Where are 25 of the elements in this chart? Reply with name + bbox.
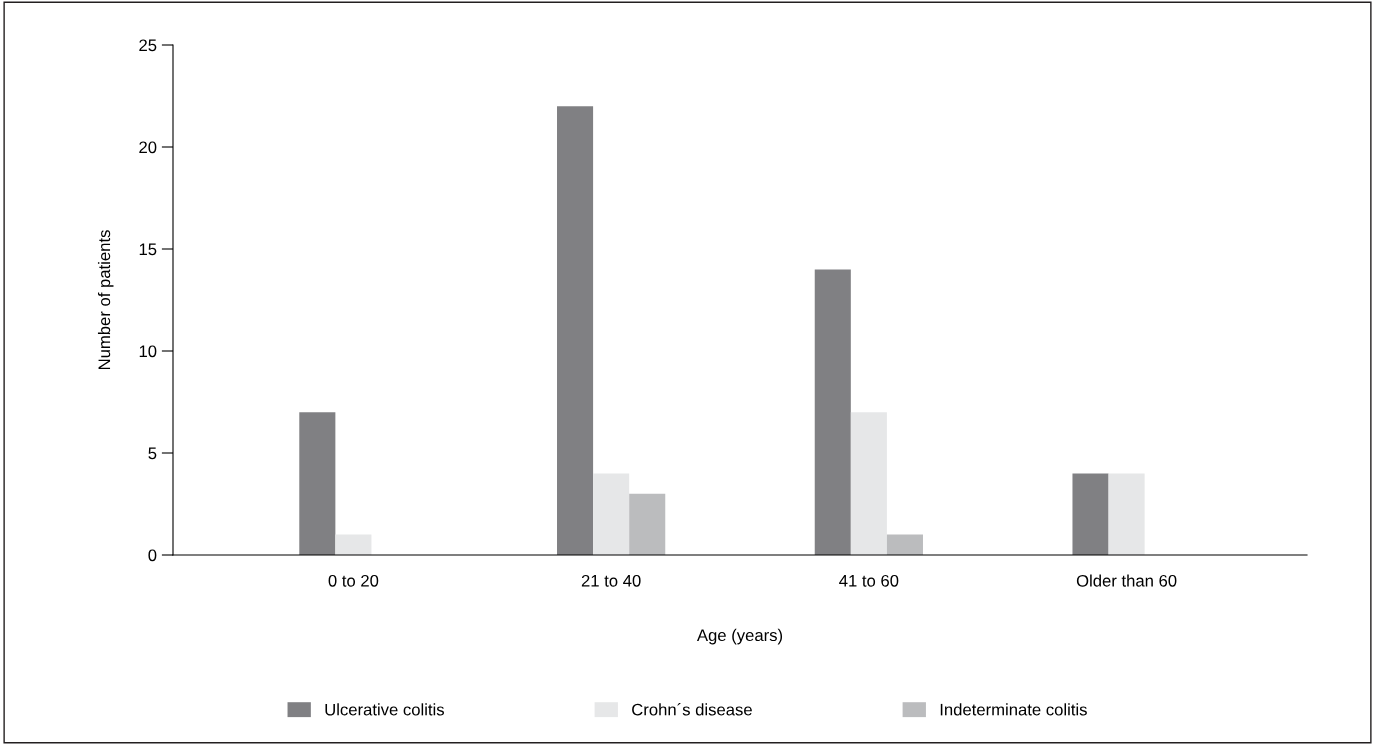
y-tick-label: 5 — [148, 447, 157, 460]
bar — [886, 534, 923, 555]
x-axis-title: Age (years) — [696, 628, 783, 645]
bar — [1108, 473, 1145, 555]
x-tick-label: 21 to 40 — [581, 574, 641, 587]
y-tick-label: 10 — [139, 345, 157, 358]
bar — [335, 534, 372, 555]
legend-label: Ulcerative colitis — [325, 703, 444, 716]
bar — [814, 269, 851, 555]
y-tick-label: 20 — [139, 141, 157, 154]
x-tick-label: 41 to 60 — [839, 574, 899, 587]
bar — [1072, 473, 1109, 555]
bar — [593, 473, 630, 555]
legend-label: Crohn´s disease — [632, 703, 752, 716]
bar — [629, 493, 666, 555]
y-tick-label: 15 — [139, 243, 157, 256]
y-tick-label: 0 — [148, 549, 157, 562]
legend-label: Indeterminate colitis — [940, 703, 1087, 716]
bar — [850, 412, 887, 555]
y-tick-label: 25 — [139, 39, 157, 52]
bar — [299, 412, 336, 555]
x-tick-label: Older than 60 — [1076, 574, 1177, 587]
x-tick-label: 0 to 20 — [328, 574, 379, 587]
y-axis-title: Number of patients — [97, 230, 114, 370]
bar — [557, 106, 594, 555]
